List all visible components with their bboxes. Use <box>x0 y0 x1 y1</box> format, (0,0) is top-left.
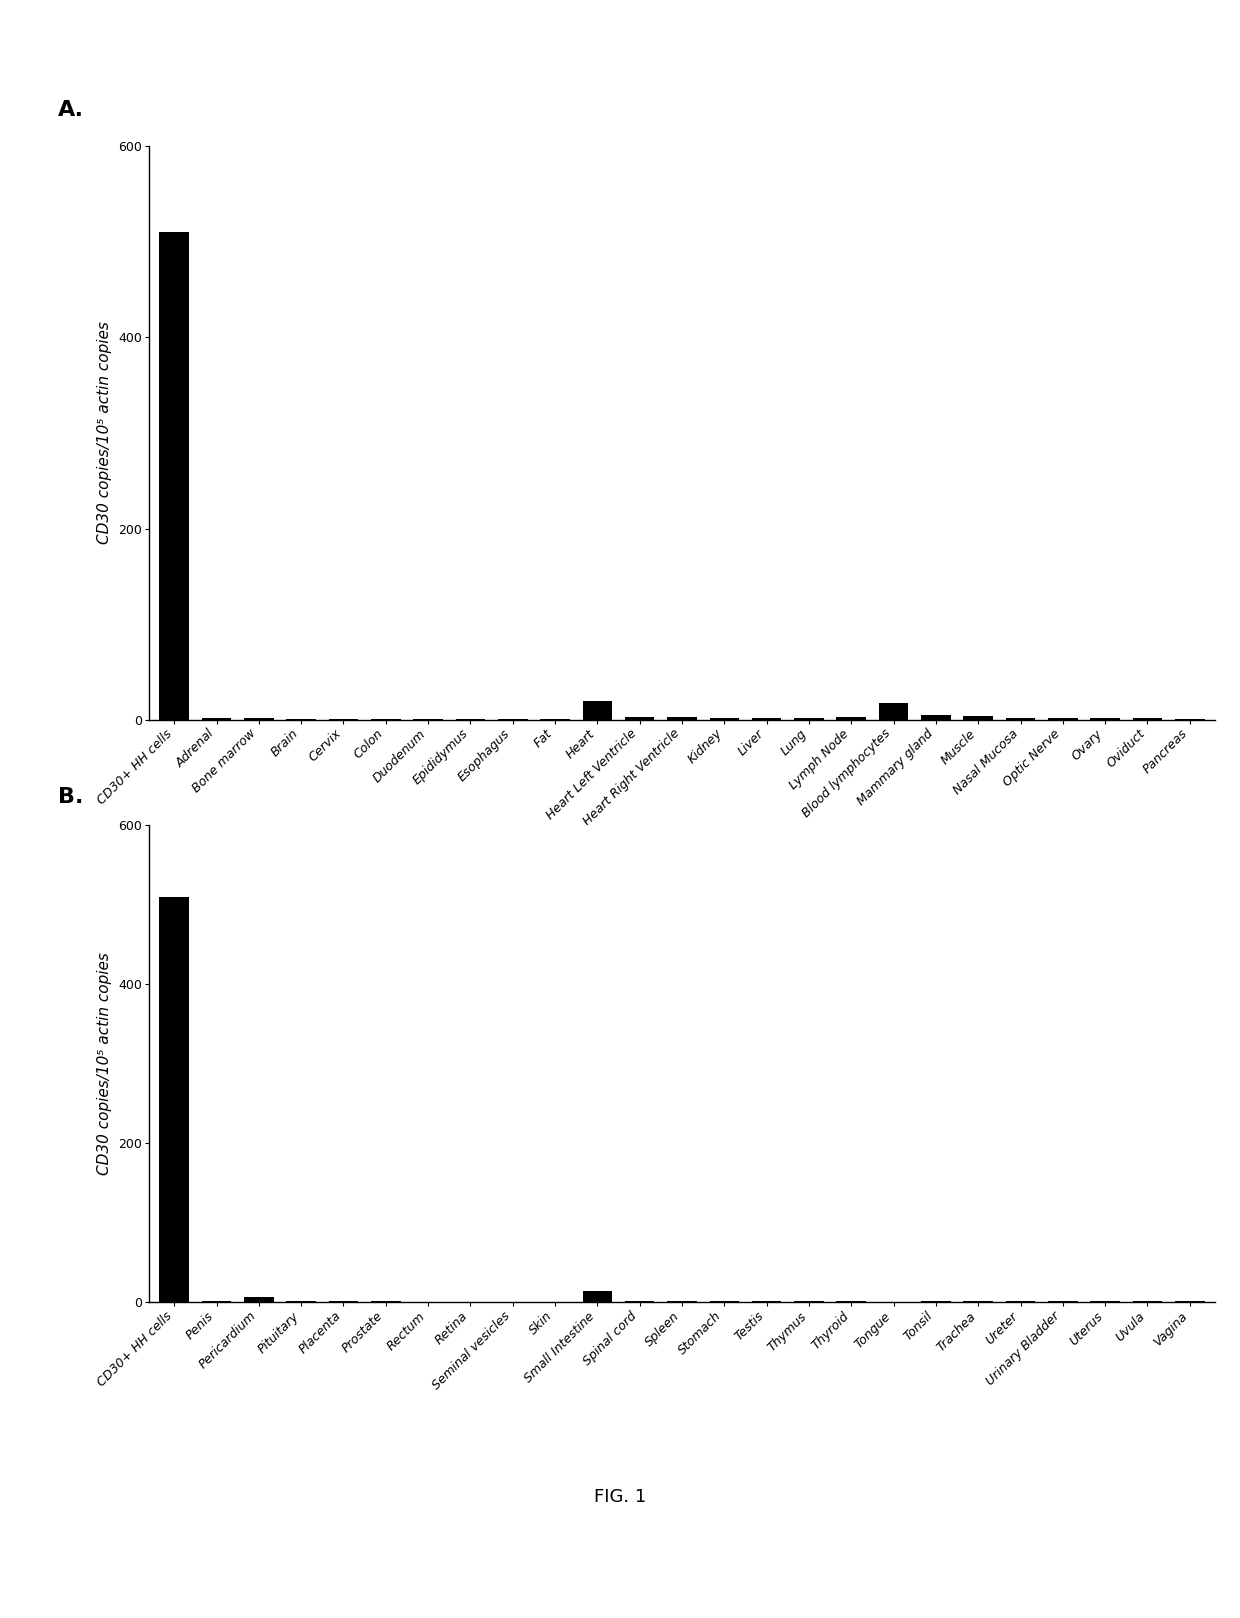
Bar <box>1006 718 1035 720</box>
Bar <box>160 231 188 720</box>
Text: A.: A. <box>58 100 84 120</box>
Y-axis label: CD30 copies/10⁵ actin copies: CD30 copies/10⁵ actin copies <box>98 322 113 544</box>
Bar <box>583 1291 613 1302</box>
Bar <box>583 701 613 720</box>
Bar <box>794 718 823 720</box>
Bar <box>709 718 739 720</box>
Bar <box>879 702 909 720</box>
Bar <box>751 718 781 720</box>
Bar <box>160 896 188 1302</box>
Bar <box>667 717 697 720</box>
Bar <box>625 717 655 720</box>
Bar <box>244 718 274 720</box>
Text: B.: B. <box>58 786 83 807</box>
Y-axis label: CD30 copies/10⁵ actin copies: CD30 copies/10⁵ actin copies <box>98 953 113 1175</box>
Text: FIG. 1: FIG. 1 <box>594 1487 646 1506</box>
Bar <box>1090 718 1120 720</box>
Bar <box>963 717 993 720</box>
Bar <box>921 715 951 720</box>
Bar <box>244 1298 274 1302</box>
Bar <box>202 718 232 720</box>
Bar <box>1132 718 1162 720</box>
Bar <box>837 717 866 720</box>
Bar <box>1048 718 1078 720</box>
